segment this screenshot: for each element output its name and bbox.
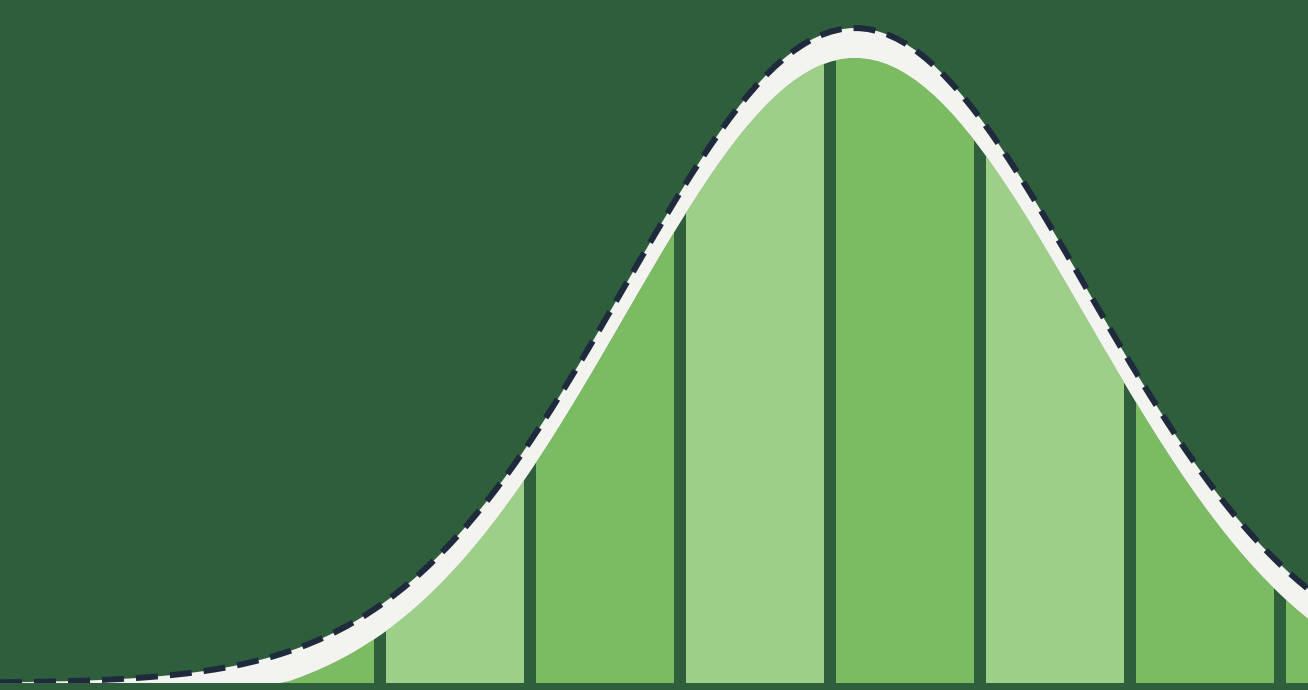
bar-tick-4 bbox=[974, 671, 986, 683]
bar-tick-3 bbox=[824, 671, 836, 683]
bar-tick-6 bbox=[1274, 671, 1286, 683]
bar-tick-5 bbox=[1124, 671, 1136, 683]
distribution-chart bbox=[0, 0, 1308, 690]
bar-tick-1 bbox=[524, 671, 536, 683]
bar-tick-0 bbox=[374, 671, 386, 683]
bar-tick-2 bbox=[674, 671, 686, 683]
